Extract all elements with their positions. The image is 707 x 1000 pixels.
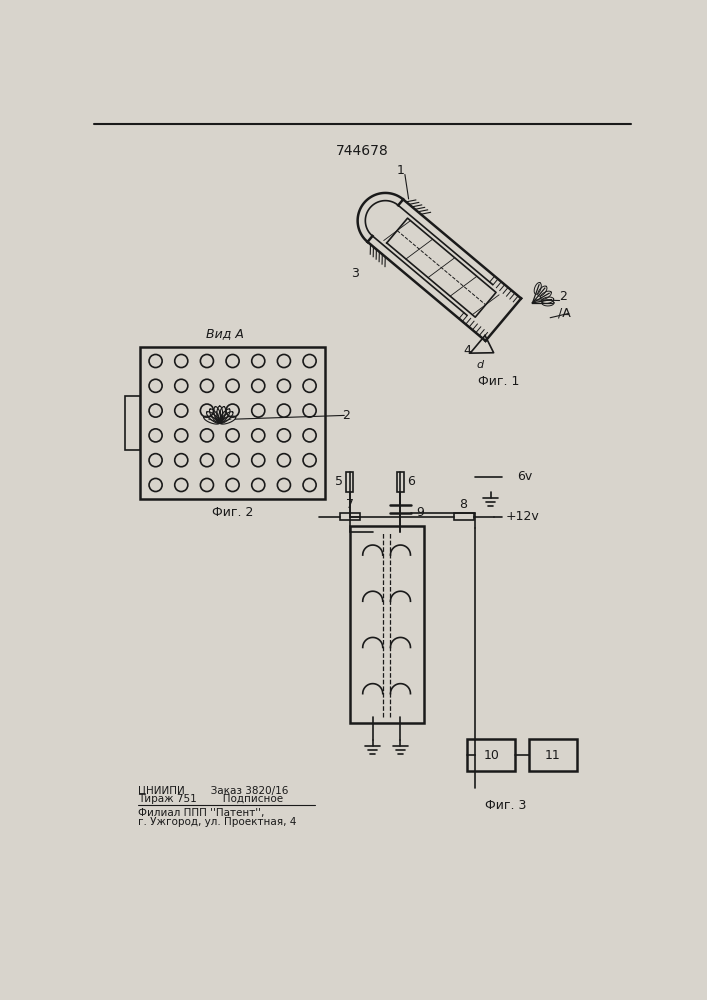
Bar: [339, 513, 360, 520]
Text: +12v: +12v: [506, 510, 539, 523]
Text: Фиг. 3: Фиг. 3: [485, 799, 527, 812]
Text: 3: 3: [351, 267, 358, 280]
Text: 2: 2: [343, 409, 351, 422]
Text: г. Ужгород, ул. Проектная, 4: г. Ужгород, ул. Проектная, 4: [138, 817, 296, 827]
Text: 11: 11: [545, 749, 561, 762]
Bar: [397, 472, 404, 492]
Text: 8: 8: [460, 498, 467, 511]
Text: Фиг. 2: Фиг. 2: [212, 506, 253, 519]
Text: d: d: [477, 360, 484, 370]
Text: 1: 1: [397, 164, 405, 177]
Text: Вид А: Вид А: [206, 327, 244, 340]
Bar: [350, 526, 423, 723]
Text: 4: 4: [464, 344, 472, 357]
Bar: [346, 472, 354, 492]
Bar: [467, 739, 515, 771]
Text: 2: 2: [559, 290, 568, 303]
Text: 6: 6: [407, 475, 415, 488]
Text: 9: 9: [416, 506, 423, 519]
Bar: [529, 739, 577, 771]
Text: Филиал ППП ''Патент'',: Филиал ППП ''Патент'',: [138, 808, 264, 818]
Bar: [125, 396, 140, 450]
Bar: [140, 347, 325, 499]
Text: ЦНИИПИ        Заказ 3820/16: ЦНИИПИ Заказ 3820/16: [138, 785, 288, 795]
Text: Фиг. 1: Фиг. 1: [477, 375, 519, 388]
Text: 5: 5: [335, 475, 343, 488]
Text: 7: 7: [346, 498, 354, 511]
Text: /A: /A: [559, 306, 571, 319]
Bar: [454, 513, 474, 520]
Text: 744678: 744678: [336, 144, 388, 158]
Text: Тираж 751        Подписное: Тираж 751 Подписное: [138, 794, 283, 804]
Text: 10: 10: [484, 749, 499, 762]
Text: 6v: 6v: [518, 470, 533, 483]
